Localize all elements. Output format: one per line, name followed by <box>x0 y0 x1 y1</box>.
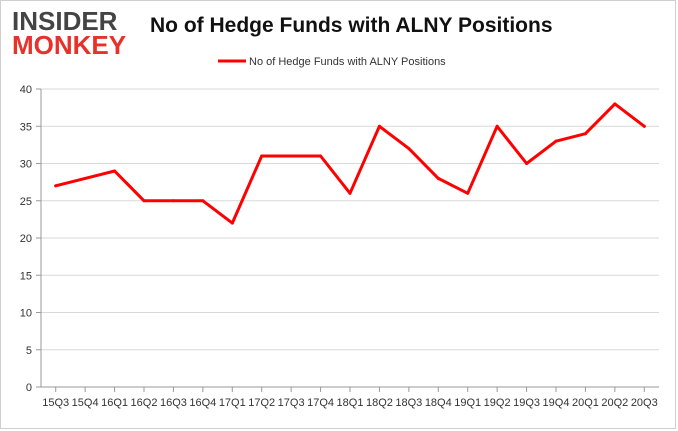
x-tick-label: 17Q1 <box>219 397 246 409</box>
series-group <box>54 102 646 225</box>
x-tick-label: 19Q1 <box>454 397 481 409</box>
data-point <box>436 176 440 180</box>
x-tick-label: 20Q2 <box>601 397 628 409</box>
y-axis-ticks: 0 5 10 15 20 25 30 35 40 <box>20 84 41 394</box>
x-tick-label: 18Q3 <box>395 397 422 409</box>
x-tick-label: 16Q1 <box>101 397 128 409</box>
x-tick-label: 15Q4 <box>72 397 99 409</box>
x-tick-label: 19Q2 <box>484 397 511 409</box>
data-point <box>642 124 646 128</box>
y-tick-label: 40 <box>20 84 32 96</box>
x-tick-label: 18Q4 <box>425 397 452 409</box>
data-point <box>613 102 617 106</box>
insider-monkey-logo: INSIDER MONKEY <box>10 6 128 60</box>
x-tick-label: 18Q1 <box>337 397 364 409</box>
y-tick-label: 30 <box>20 159 32 171</box>
x-tick-label: 19Q3 <box>513 397 540 409</box>
x-axis-ticks: 15Q3 15Q4 16Q1 16Q2 16Q3 16Q4 17Q1 17Q2 17Q3 17Q4… <box>42 387 658 409</box>
data-point <box>83 176 87 180</box>
data-point <box>466 191 470 195</box>
chart-title: No of Hedge Funds with ALNY Positions <box>150 14 553 37</box>
legend-label: No of Hedge Funds with ALNY Positions <box>249 56 446 68</box>
x-tick-label: 16Q4 <box>189 397 216 409</box>
x-tick-label: 17Q2 <box>248 397 275 409</box>
x-tick-label: 17Q3 <box>278 397 305 409</box>
x-tick-label: 19Q4 <box>543 397 570 409</box>
y-tick-label: 25 <box>20 196 32 208</box>
data-point <box>289 154 293 158</box>
logo-line-monkey: MONKEY <box>12 30 127 60</box>
x-tick-label: 20Q1 <box>572 397 599 409</box>
data-point <box>319 154 323 158</box>
x-tick-label: 16Q3 <box>160 397 187 409</box>
data-point <box>260 154 264 158</box>
data-point <box>525 162 529 165</box>
y-tick-label: 15 <box>20 270 32 282</box>
data-point <box>230 221 234 225</box>
data-point <box>142 199 146 203</box>
grid-lines <box>41 88 659 351</box>
x-tick-label: 17Q4 <box>307 397 334 409</box>
data-point <box>407 147 411 151</box>
data-point <box>171 199 175 203</box>
data-point <box>495 124 499 128</box>
x-tick-label: 15Q3 <box>42 397 69 409</box>
data-point <box>54 184 58 188</box>
data-point <box>348 191 352 195</box>
data-point <box>377 124 381 128</box>
data-point <box>554 139 558 143</box>
x-tick-label: 18Q2 <box>366 397 393 409</box>
y-tick-label: 0 <box>26 382 32 394</box>
y-tick-label: 20 <box>20 233 32 245</box>
y-tick-label: 5 <box>26 345 32 357</box>
legend: No of Hedge Funds with ALNY Positions <box>218 56 446 68</box>
y-tick-label: 35 <box>20 121 32 133</box>
logo-line-insider: INSIDER <box>12 6 118 36</box>
x-tick-label: 20Q3 <box>631 397 658 409</box>
x-tick-label: 16Q2 <box>131 397 158 409</box>
data-point <box>201 199 205 203</box>
data-point <box>583 132 587 136</box>
y-tick-label: 10 <box>20 308 32 320</box>
data-point <box>113 169 117 173</box>
